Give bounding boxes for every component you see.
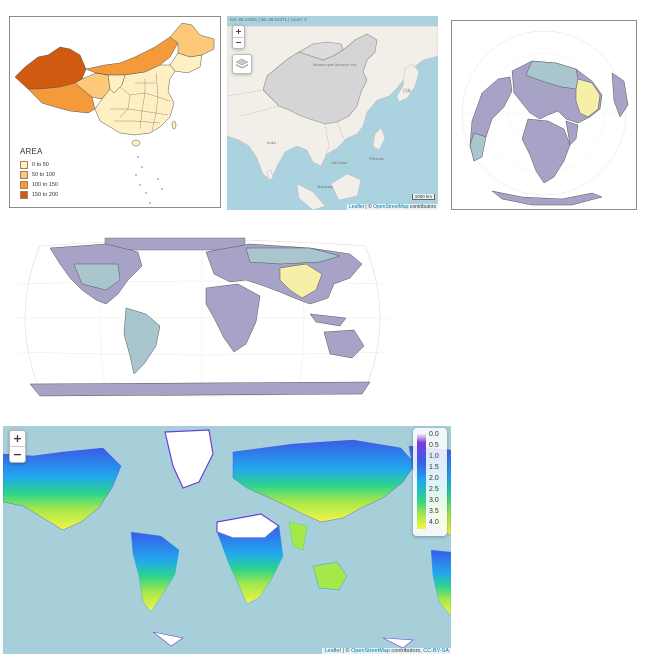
layers-icon [235,58,249,69]
leaflet-basemap[interactable] [227,16,438,210]
land-south-america-right [430,549,451,617]
land-south-america-teal [469,132,487,162]
land-russia [525,60,579,90]
raster-leaflet-panel[interactable]: + − 0.0 0.5 1.0 1.5 2.0 2.5 3.0 3.5 4.0 … [3,426,451,654]
legend-swatch [20,181,28,189]
zoom-out-button[interactable]: − [235,38,242,47]
zoom-in-button[interactable]: + [233,26,244,38]
place-label: Malaysia [317,184,333,189]
region-hainan [131,139,141,147]
land-africa [205,283,261,353]
legend-color-ramp [417,433,426,529]
china-choropleth-map [14,22,215,204]
layers-control-button[interactable] [232,54,252,74]
land-north-america-left [3,447,122,531]
land-greenland [164,429,214,489]
place-label: Việt Nam [331,160,348,165]
azimuthal-projection-panel [451,20,637,210]
legend-tick: 4.0 [429,519,439,526]
world-projection-map [14,237,391,398]
legend-title: AREA [20,147,43,156]
legend-swatch [20,191,28,199]
legend-item: 150 to 200 [20,191,58,199]
azimuthal-map [461,30,629,206]
land-africa [216,525,284,605]
land-philippines [372,127,386,151]
map-attribution: Leaflet | © OpenStreetMap contributors [347,204,438,210]
land-usa-teal [73,263,121,291]
land-antarctica [152,631,414,649]
land-south-america [130,531,180,613]
land-africa [521,118,571,184]
place-label: 日本 [403,88,411,93]
leaflet-link[interactable]: Leaflet [349,204,365,210]
legend-label: 100 to 150 [32,182,58,188]
land-south-asia [288,521,308,551]
land-sri-lanka [266,169,274,181]
legend-tick: 2.5 [429,486,439,493]
land-arctic-band [104,237,246,251]
legend-tick: 1.5 [429,464,439,471]
zoom-control[interactable]: + − [232,25,245,49]
legend-tick: 3.0 [429,497,439,504]
legend-tick: 0.5 [429,442,439,449]
world-projection-panel [10,234,395,402]
zoom-out-button[interactable]: − [12,448,23,461]
land-australia [323,329,365,359]
legend-label: 0 to 50 [32,162,49,168]
land-south-america [123,307,161,375]
place-label: Pilipinas [369,156,384,161]
land-russia-teal [245,247,341,265]
osm-link[interactable]: OpenStreetMap [373,204,409,210]
osm-link[interactable]: OpenStreetMap [351,648,390,654]
place-label: Монгол улс Монгол Улс [313,62,357,67]
land-antarctica [491,190,603,206]
legend-item: 100 to 150 [20,181,58,189]
land-australia [611,72,629,118]
legend-label: 50 to 100 [32,172,55,178]
coordinate-readout: lon: 85.13281 | lat: 48.01071 | zoom: 3 [230,17,307,22]
land-china-highlight [575,78,601,118]
land-borneo [330,173,362,201]
legend-swatch [20,161,28,169]
land-indonesia [309,313,347,327]
legend-label: 150 to 200 [32,192,58,198]
legend-tick: 1.0 [429,453,439,460]
license-link[interactable]: CC-BY-SA [423,648,449,654]
legend-tick: 2.0 [429,475,439,482]
place-label: India [267,140,276,145]
region-taiwan [171,120,177,130]
legend-tick: 0.0 [429,431,439,438]
legend-item: 50 to 100 [20,171,55,179]
land-japan [396,63,420,103]
leaflet-china-panel[interactable]: lon: 85.13281 | lat: 48.01071 | zoom: 3 … [227,16,438,210]
leaflet-link[interactable]: Leaflet [324,648,341,654]
raster-basemap[interactable] [3,426,451,654]
land-china-highlight [279,263,323,299]
mongolia-highlight [298,41,344,61]
legend-tick: 3.5 [429,508,439,515]
land-eurasia [232,439,416,523]
region-tibet [27,82,96,114]
legend-swatch [20,171,28,179]
legend-item: 0 to 50 [20,161,49,169]
scale-bar: 1000 km [411,194,435,200]
land-india [565,120,579,146]
china-choropleth-panel: AREA 0 to 50 50 to 100 100 to 150 150 to… [9,16,221,208]
region-heilongjiang [169,22,215,58]
zoom-in-button[interactable]: + [10,431,25,447]
map-attribution: Leaflet | © OpenStreetMap contributors, … [322,648,451,654]
land-australia [312,561,348,591]
zoom-control[interactable]: + − [9,430,26,463]
land-antarctica [29,381,371,397]
raster-legend: 0.0 0.5 1.0 1.5 2.0 2.5 3.0 3.5 4.0 [413,428,447,536]
land-sumatra [296,183,326,210]
region-northeast [169,52,203,74]
